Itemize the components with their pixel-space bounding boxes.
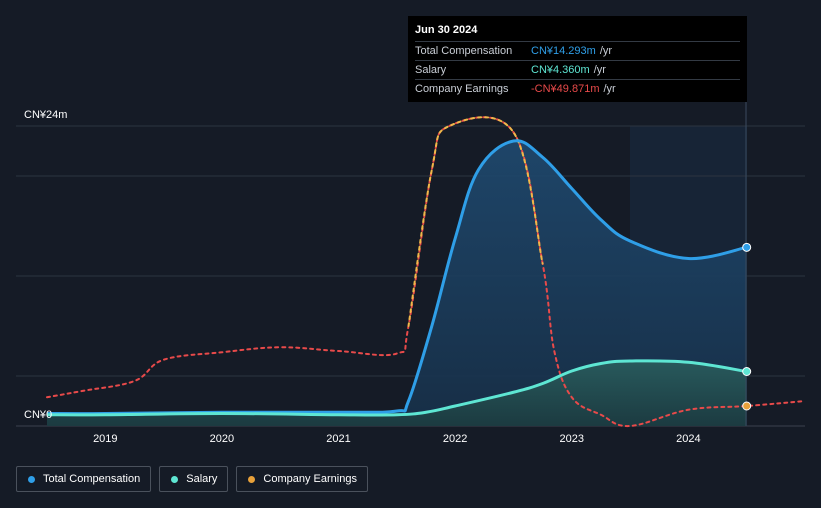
y-axis-bottom-label: CN¥0 xyxy=(24,409,52,421)
tooltip-earnings-unit: /yr xyxy=(603,83,616,95)
salary-line xyxy=(46,359,747,417)
total-compensation-area xyxy=(47,140,747,427)
tooltip-total-unit: /yr xyxy=(599,45,613,57)
tooltip-row-total: Total Compensation CN¥14.293m /yr xyxy=(415,41,740,60)
legend-total-label: Total Compensation xyxy=(43,473,141,485)
legend-salary-dot xyxy=(171,475,179,483)
tooltip-earnings-name: Company Earnings xyxy=(415,83,509,95)
x-tick-label: 2022 xyxy=(443,433,467,445)
x-tick-label: 2019 xyxy=(93,433,117,445)
legend-total-compensation[interactable]: Total Compensation xyxy=(16,466,152,492)
tooltip-salary-unit: /yr xyxy=(593,64,606,76)
company-earnings-marker xyxy=(742,401,752,411)
x-tick-label: 2024 xyxy=(676,433,700,445)
tooltip-date: Jun 30 2024 xyxy=(415,24,478,36)
salary-marker xyxy=(742,367,752,376)
x-axis: 2019 2020 2021 2022 2023 2024 xyxy=(93,433,701,445)
tooltip-salary-name: Salary xyxy=(415,64,447,76)
tooltip-earnings-value: -CN¥49.871m xyxy=(531,83,600,95)
company-earnings-high-line xyxy=(407,116,544,327)
legend-salary[interactable]: Salary xyxy=(159,466,229,492)
x-tick-label: 2021 xyxy=(326,433,350,445)
legend-company-earnings[interactable]: Company Earnings xyxy=(236,466,368,492)
tooltip-row-earnings: Company Earnings -CN¥49.871m /yr xyxy=(415,79,740,98)
legend-total-dot xyxy=(28,475,35,483)
salary-area xyxy=(47,360,747,426)
total-compensation-marker xyxy=(742,242,752,252)
legend: Total Compensation Salary Company Earnin… xyxy=(16,466,368,492)
tooltip-total-value: CN¥14.293m xyxy=(531,45,596,57)
tooltip: Jun 30 2024 Total Compensation CN¥14.293… xyxy=(408,16,747,102)
y-axis-top-label: CN¥24m xyxy=(24,109,67,121)
tooltip-total-name: Total Compensation xyxy=(415,45,513,57)
legend-earnings-dot xyxy=(248,475,256,483)
legend-salary-label: Salary xyxy=(186,473,218,485)
x-tick-label: 2023 xyxy=(560,433,584,445)
tooltip-row-salary: Salary CN¥4.360m /yr xyxy=(415,60,740,79)
x-tick-label: 2020 xyxy=(210,433,234,445)
tooltip-salary-value: CN¥4.360m xyxy=(531,64,590,76)
legend-earnings-label: Company Earnings xyxy=(263,473,357,485)
